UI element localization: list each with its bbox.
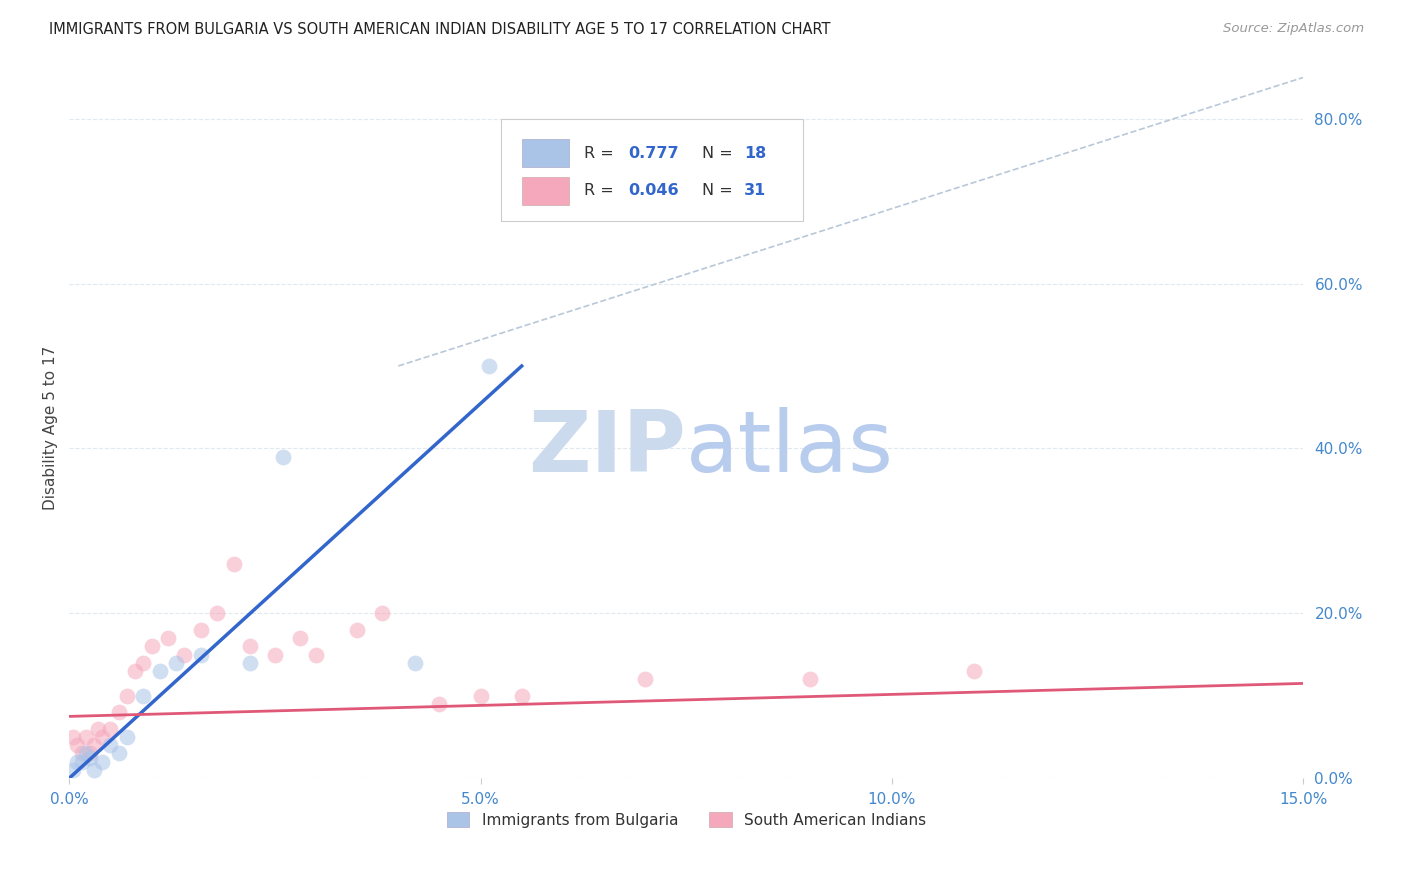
- Point: [75, 747, 97, 761]
- Text: N =: N =: [702, 145, 738, 161]
- Point: [98, 738, 121, 752]
- Text: ZIP: ZIP: [529, 408, 686, 491]
- Text: 0.777: 0.777: [628, 145, 679, 161]
- Point: [62, 763, 84, 777]
- Point: [264, 648, 287, 662]
- Point: [404, 656, 426, 670]
- Point: [239, 656, 262, 670]
- Point: [207, 607, 229, 621]
- Point: [222, 557, 245, 571]
- Text: R =: R =: [583, 145, 619, 161]
- Point: [346, 623, 368, 637]
- Point: [478, 359, 501, 373]
- Point: [115, 689, 138, 703]
- Point: [288, 631, 311, 645]
- Point: [634, 673, 657, 687]
- Point: [83, 738, 105, 752]
- Point: [190, 623, 212, 637]
- Point: [510, 689, 533, 703]
- Point: [305, 648, 328, 662]
- Point: [165, 656, 187, 670]
- Point: [79, 750, 101, 764]
- Point: [66, 755, 89, 769]
- Text: atlas: atlas: [686, 408, 894, 491]
- Legend: Immigrants from Bulgaria, South American Indians: Immigrants from Bulgaria, South American…: [440, 805, 932, 834]
- Point: [70, 747, 93, 761]
- Text: 0.046: 0.046: [628, 184, 679, 198]
- Point: [124, 664, 146, 678]
- Text: Source: ZipAtlas.com: Source: ZipAtlas.com: [1223, 22, 1364, 36]
- Point: [115, 730, 138, 744]
- Point: [141, 640, 163, 654]
- Point: [91, 730, 114, 744]
- Point: [83, 763, 105, 777]
- Point: [91, 755, 114, 769]
- Point: [429, 697, 451, 711]
- Point: [98, 722, 121, 736]
- Point: [190, 648, 212, 662]
- Point: [75, 730, 97, 744]
- Point: [963, 664, 986, 678]
- Bar: [522, 139, 569, 167]
- Point: [470, 689, 492, 703]
- Y-axis label: Disability Age 5 to 17: Disability Age 5 to 17: [44, 346, 58, 510]
- Point: [79, 747, 101, 761]
- Point: [107, 706, 129, 720]
- Text: IMMIGRANTS FROM BULGARIA VS SOUTH AMERICAN INDIAN DISABILITY AGE 5 TO 17 CORRELA: IMMIGRANTS FROM BULGARIA VS SOUTH AMERIC…: [49, 22, 831, 37]
- Point: [62, 730, 84, 744]
- Point: [66, 738, 89, 752]
- Point: [132, 689, 155, 703]
- Point: [371, 607, 394, 621]
- Point: [107, 747, 129, 761]
- FancyBboxPatch shape: [501, 120, 803, 221]
- Point: [173, 648, 195, 662]
- Point: [239, 640, 262, 654]
- Point: [132, 656, 155, 670]
- Point: [87, 722, 110, 736]
- Text: 18: 18: [744, 145, 766, 161]
- Text: N =: N =: [702, 184, 738, 198]
- Point: [156, 631, 179, 645]
- Point: [799, 673, 821, 687]
- Bar: [522, 177, 569, 205]
- Text: 31: 31: [744, 184, 766, 198]
- Point: [70, 755, 93, 769]
- Point: [149, 664, 172, 678]
- Point: [271, 450, 294, 464]
- Text: R =: R =: [583, 184, 619, 198]
